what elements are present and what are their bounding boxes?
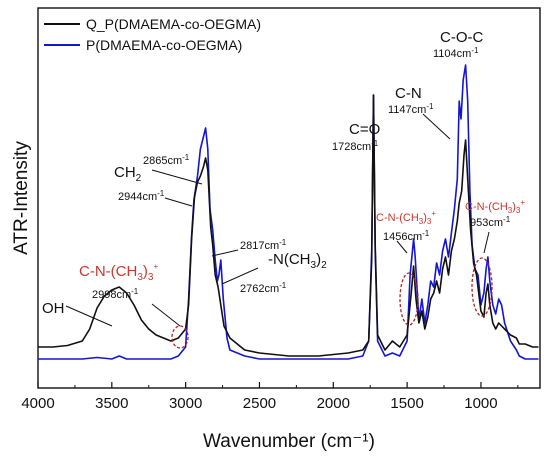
arrow-2998 [151, 303, 181, 327]
arrow-1456 [396, 240, 408, 254]
series-line-p [38, 64, 539, 360]
x-axis: 4000 3500 3000 2500 2000 1500 1000 [21, 382, 519, 412]
label-953: 953cm-1 [470, 215, 511, 229]
legend-label-p: P(DMAEMA-co-OEGMA) [86, 37, 242, 53]
label-cn-quat-2: C-N-(CH3)3+ [376, 209, 436, 226]
x-tick-label: 1500 [390, 395, 423, 412]
label-cn-quat-3: C-N-(CH3)3+ [465, 198, 525, 215]
label-ch2: CH2 [114, 164, 142, 184]
plot-frame [37, 7, 541, 389]
label-1456: 1456cm-1 [383, 229, 430, 243]
series-layer [38, 64, 539, 360]
x-tick-label: 2500 [243, 395, 276, 412]
arrow-1147 [422, 113, 451, 140]
x-tick-label: 2000 [317, 395, 350, 412]
ellipse-1456 [399, 272, 419, 326]
label-nch32: -N(CH3)2 [268, 251, 327, 271]
label-2865: 2865cm-1 [143, 153, 190, 167]
arrow-953 [483, 231, 490, 254]
label-2817: 2817cm-1 [240, 238, 287, 252]
annotations: OH CH2 2865cm-1 2944cm-1 2817cm-1 -N(CH3… [42, 29, 525, 317]
arrow-2817 [211, 249, 239, 257]
arrow-2762 [221, 267, 259, 285]
ellipse-2998 [171, 325, 189, 349]
arrow-2944 [164, 197, 193, 207]
ellipse-953 [471, 257, 493, 317]
label-1728: 1728cm-1 [332, 139, 379, 153]
legend: Q_P(DMAEMA-co-OEGMA) P(DMAEMA-co-OEGMA) [44, 16, 261, 53]
label-cn: C-N [395, 85, 422, 102]
arrow-oh [65, 305, 113, 327]
label-1147: 1147cm-1 [388, 102, 434, 116]
y-axis-title: ATR-Intensity [11, 141, 32, 255]
label-oh: OH [42, 300, 65, 317]
arrow-2865 [151, 169, 203, 185]
label-co: C=O [349, 121, 380, 138]
annotation-arrows [65, 113, 490, 327]
label-1104: 1104cm-1 [433, 46, 479, 60]
label-coc: C-O-C [440, 29, 483, 46]
label-2998: 2998cm-1 [92, 287, 139, 301]
label-cn-quat-1: C-N-(CH3)3+ [79, 262, 158, 283]
label-2762: 2762cm-1 [240, 281, 287, 295]
x-tick-label: 1000 [464, 395, 497, 412]
x-tick-label: 3000 [169, 395, 202, 412]
x-axis-title: Wavenumber (cm⁻¹) [203, 431, 375, 452]
series-line-q [38, 94, 539, 357]
highlight-ellipses [171, 257, 493, 349]
legend-label-q: Q_P(DMAEMA-co-OEGMA) [86, 16, 261, 32]
x-tick-label: 3500 [95, 395, 128, 412]
label-2944: 2944cm-1 [118, 189, 165, 203]
x-tick-label: 4000 [21, 395, 54, 412]
